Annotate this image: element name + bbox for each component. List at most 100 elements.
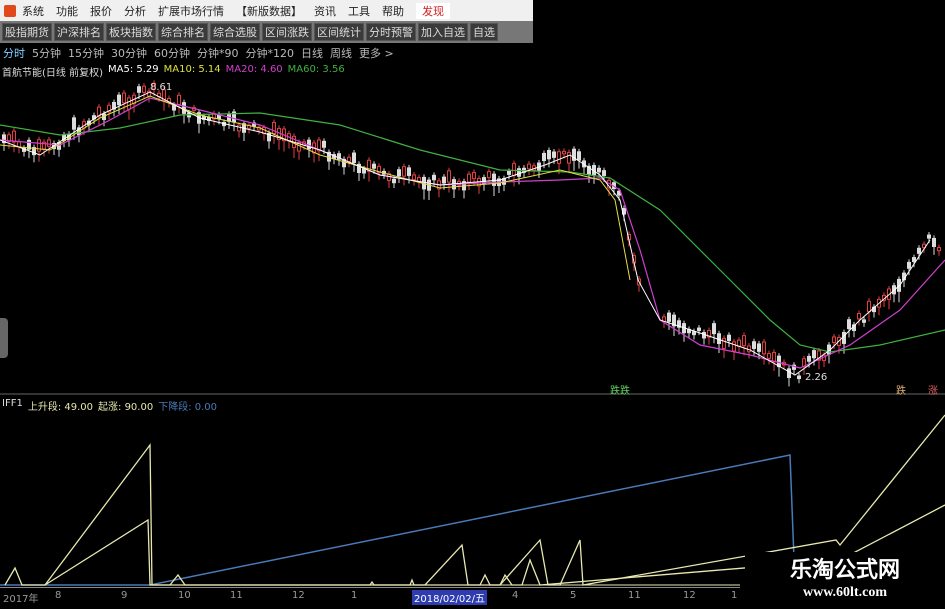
toolbar-button[interactable]: 沪深排名 (54, 23, 104, 41)
side-panel-handle[interactable] (0, 318, 8, 358)
candle-body (677, 320, 681, 328)
watermark-title: 乐淘公式网 (789, 557, 900, 583)
tag-down: 跌 (896, 386, 906, 397)
menu-item[interactable]: 功能 (56, 4, 78, 18)
rise-value: 上升段: 49.00 (27, 402, 94, 413)
candle-body (177, 94, 181, 105)
menu-item[interactable]: 报价 (90, 4, 112, 18)
candle-body (932, 237, 936, 247)
candle-body (412, 174, 416, 181)
ma5-line (0, 91, 931, 376)
period-tab[interactable]: 5分钟 (32, 47, 61, 60)
candle-body (152, 82, 156, 90)
toolbar-button[interactable]: 分时预警 (366, 23, 416, 41)
period-tab[interactable]: 分钟*90 (197, 47, 239, 60)
period-tab[interactable]: 更多 > (359, 47, 394, 60)
candle-body (17, 141, 21, 148)
period-tab[interactable]: 60分钟 (154, 47, 190, 60)
candle-body (517, 168, 521, 177)
candle-body (927, 234, 931, 239)
candle-body (727, 334, 731, 341)
candle-body (712, 323, 716, 335)
candle-body (397, 169, 401, 177)
candle-body (402, 166, 406, 177)
candle-body (122, 92, 126, 104)
candle-body (12, 130, 16, 143)
candle-body (432, 174, 436, 181)
candle-body (762, 341, 766, 355)
period-tab[interactable]: 日线 (301, 47, 323, 60)
candle-body (392, 178, 396, 184)
x-axis-label: 2018/02/02/五 (412, 590, 488, 605)
ma60-line (0, 112, 945, 353)
candle-body (797, 375, 801, 380)
candle-body (317, 139, 321, 152)
candle-body (237, 124, 241, 132)
candle-body (737, 339, 741, 347)
candle-body (72, 117, 76, 130)
toolbar-button[interactable]: 板块指数 (106, 23, 156, 41)
candle-body (127, 97, 131, 110)
period-tab[interactable]: 15分钟 (68, 47, 104, 60)
toolbar-button[interactable]: 综合选股 (210, 23, 260, 41)
candle-body (142, 85, 146, 93)
high-price-label: 8.61 (150, 82, 173, 93)
period-tab[interactable]: 30分钟 (111, 47, 147, 60)
toolbar-button[interactable]: 加入自选 (418, 23, 468, 41)
candle-body (162, 89, 166, 102)
candle-body (362, 168, 366, 174)
candle-body (337, 153, 341, 160)
x-axis-label: 8 (55, 590, 62, 601)
candle-body (672, 314, 676, 327)
candle-body (722, 337, 726, 349)
menu-item[interactable]: 工具 (348, 4, 370, 18)
indicator-legend: IFF1 上升段: 49.00 起涨: 90.00 下降段: 0.00 (2, 398, 217, 413)
candle-body (572, 148, 576, 161)
x-axis-label: 5 (570, 590, 577, 601)
toolbar-button[interactable]: 自选 (470, 23, 498, 41)
ma20-value: MA20: 4.60 (225, 64, 283, 75)
period-tab[interactable]: 分时 (3, 47, 25, 60)
candle-body (602, 170, 606, 176)
app-logo-icon (4, 4, 16, 17)
toolbar-button[interactable]: 综合排名 (158, 23, 208, 41)
candle-body (372, 163, 376, 169)
toolbar-button[interactable]: 区间统计 (314, 23, 364, 41)
candle-body (407, 167, 411, 176)
x-axis-label: 2017年 (3, 594, 39, 605)
menu-item[interactable]: 发现 (416, 2, 450, 19)
candle-body (697, 327, 701, 331)
menu-item[interactable]: 分析 (124, 4, 146, 18)
candle-body (557, 151, 561, 164)
candle-body (547, 149, 551, 160)
candle-body (757, 343, 761, 352)
candle-body (857, 313, 861, 320)
candle-body (37, 139, 41, 152)
x-axis-label: 11 (230, 590, 243, 601)
candle-body (447, 170, 451, 183)
candle-body (552, 151, 556, 158)
candle-body (707, 329, 711, 338)
period-tab[interactable]: 分钟*120 (245, 47, 295, 60)
period-tab[interactable]: 周线 (330, 47, 352, 60)
period-tabs: 分时 5分钟 15分钟 30分钟 60分钟 分钟*90 分钟*120 日线 周线 更多 > (3, 45, 394, 61)
candle-body (527, 163, 531, 170)
candle-body (732, 341, 736, 352)
tag-up: 涨 (928, 386, 938, 397)
toolbar-button[interactable]: 股指期货 (2, 23, 52, 41)
ma10-value: MA10: 5.14 (163, 64, 221, 75)
candle-body (442, 176, 446, 184)
menu-item[interactable]: 系统 (22, 4, 44, 18)
menu-item[interactable]: 扩展市场行情 (158, 4, 224, 18)
menu-item[interactable]: 【新版数据】 (236, 4, 302, 18)
toolbar-button[interactable]: 区间涨跌 (262, 23, 312, 41)
candle-body (377, 165, 381, 174)
menu-item[interactable]: 资讯 (314, 4, 336, 18)
menu-item[interactable]: 帮助 (382, 4, 404, 18)
candle-body (787, 368, 791, 379)
x-axis-label: 11 (628, 590, 641, 601)
ma10-line (0, 95, 631, 281)
candle-body (322, 140, 326, 148)
candle-body (577, 151, 581, 161)
